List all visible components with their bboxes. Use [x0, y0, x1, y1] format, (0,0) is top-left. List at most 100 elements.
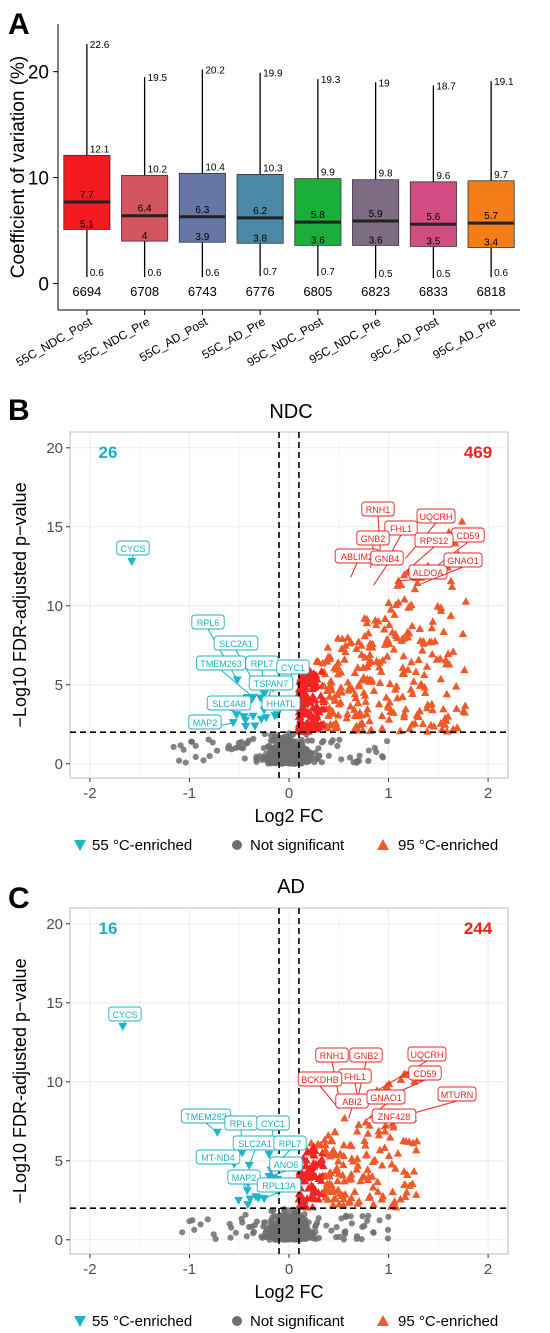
label-fhl1: FHL1: [390, 524, 412, 534]
point-95c-enriched: [413, 578, 422, 587]
label-slc2a1-leader: [248, 1149, 256, 1166]
box-max-label: 19: [379, 78, 391, 89]
point-95c-enriched: [368, 1182, 378, 1191]
label-tspan7-box: [248, 675, 294, 691]
box-q1-label: 5.1: [80, 219, 94, 230]
point-not-significant: [318, 739, 326, 746]
point-95c-enriched: [380, 624, 389, 633]
point-55c-enriched: [253, 1194, 263, 1203]
point-not-significant: [376, 1217, 383, 1224]
point-95c-enriched: [324, 711, 333, 719]
box-median-label: 6.3: [195, 205, 209, 216]
point-95c-enriched: [402, 1187, 411, 1196]
point-95c-enriched: [440, 720, 450, 728]
point-95c-enriched: [301, 693, 310, 702]
point-not-significant: [270, 754, 277, 761]
point-not-significant: [315, 1234, 323, 1242]
label-ano6-box: [269, 1156, 303, 1172]
label-cycs: CYCS: [112, 1010, 137, 1020]
box-median-label: 7.7: [80, 190, 94, 201]
point-95c-enriched: [398, 692, 407, 700]
point-95c-enriched: [370, 1155, 380, 1164]
point-95c-enriched: [327, 685, 337, 694]
label-znf428-leader: [380, 1122, 395, 1130]
label-rnh1-box: [315, 1047, 349, 1063]
point-95c-enriched: [383, 652, 392, 660]
label-gnb2-box: [349, 1047, 383, 1063]
x-tick-label: 0: [285, 1261, 293, 1278]
box-q3-label: 9.9: [321, 168, 335, 179]
point-95c-enriched: [353, 1154, 362, 1162]
point-95c-enriched: [310, 696, 319, 704]
box-n-label: 6833: [419, 284, 448, 299]
point-95c-enriched: [400, 709, 409, 718]
point-95c-enriched: [330, 696, 340, 704]
box-n-label: 6694: [72, 284, 101, 299]
legend-95c-marker: [377, 1315, 389, 1326]
point-95c-enriched: [375, 662, 384, 671]
point-not-significant: [338, 756, 345, 763]
point-not-significant: [294, 1227, 302, 1234]
point-95c-enriched: [391, 685, 400, 693]
box-median-label: 5.7: [484, 211, 498, 222]
point-95c-enriched: [353, 663, 362, 671]
point-95c-enriched: [365, 675, 375, 683]
point-95c-enriched: [401, 1192, 410, 1200]
x-tick-label: -1: [183, 1261, 196, 1278]
label-slc2a1-box: [213, 635, 259, 651]
point-95c-enriched: [330, 1127, 340, 1136]
point-95c-enriched: [407, 657, 416, 666]
box-max-label: 19.3: [321, 75, 341, 86]
point-95c-enriched: [320, 1185, 330, 1194]
point-95c-enriched: [339, 1151, 349, 1160]
point-95c-enriched: [343, 633, 352, 641]
point-95c-enriched: [325, 692, 334, 700]
point-95c-enriched: [311, 1187, 321, 1196]
point-not-significant: [299, 1226, 306, 1233]
point-not-significant: [325, 752, 332, 759]
legend-ns-marker: [232, 840, 242, 850]
y-tick-label: 0: [55, 1232, 63, 1249]
label-gnao1-box: [443, 552, 483, 568]
label-rpl13a-leader: [263, 1191, 280, 1200]
point-95c-enriched: [378, 724, 387, 733]
box-q1-label: 3.6: [311, 235, 325, 246]
point-not-significant: [188, 738, 195, 745]
box-median-label: 5.6: [426, 212, 440, 223]
point-95c-enriched: [327, 1149, 336, 1157]
point-95c-enriched: [353, 725, 362, 733]
point-95c-enriched: [461, 597, 471, 605]
point-not-significant: [385, 1213, 392, 1220]
point-not-significant: [268, 760, 275, 767]
point-95c-enriched: [375, 1145, 385, 1154]
point-55c-enriched: [264, 1150, 274, 1159]
point-95c-enriched: [296, 715, 305, 723]
box-n-label: 6708: [130, 284, 159, 299]
point-not-significant: [205, 736, 212, 743]
point-95c-enriched: [377, 1194, 387, 1203]
point-95c-enriched: [295, 676, 304, 685]
point-95c-enriched: [297, 706, 307, 714]
point-95c-enriched: [347, 1170, 356, 1178]
point-not-significant: [200, 757, 207, 764]
point-not-significant: [302, 1220, 309, 1228]
point-not-significant: [379, 753, 386, 760]
label-uqcrh-box: [416, 508, 456, 524]
point-95c-enriched: [330, 663, 339, 672]
point-not-significant: [180, 746, 187, 753]
point-95c-enriched: [422, 662, 432, 670]
legend-95c-marker: [377, 839, 389, 850]
box-min-label: 0.5: [436, 269, 450, 280]
point-95c-enriched: [428, 705, 437, 714]
point-95c-enriched: [458, 629, 468, 638]
point-95c-enriched: [323, 723, 332, 732]
count-95c: 469: [464, 443, 492, 462]
point-not-significant: [333, 1224, 340, 1231]
panel-letter-c: C: [8, 882, 30, 915]
label-uqcrh: UQCRH: [420, 512, 453, 522]
y-tick-label: 10: [46, 1074, 63, 1091]
label-tmem263-leader: [220, 669, 254, 698]
point-95c-enriched: [301, 699, 310, 708]
y-axis-label: −Log10 FDR-adjusted p−value: [10, 958, 30, 1203]
